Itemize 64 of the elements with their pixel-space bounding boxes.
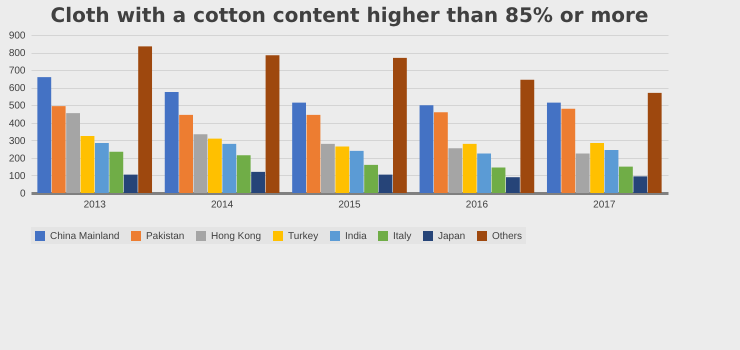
bar [434,112,448,193]
bar [236,155,251,193]
x-tick-label: 2013 [84,200,106,210]
legend-label: Italy [393,231,412,242]
bar [590,142,604,193]
bar [335,146,350,193]
bar [179,114,194,193]
y-tick-label: 700 [8,66,26,77]
bar [561,108,576,193]
legend-label: Pakistan [146,231,184,242]
legend-label: Hong Kong [211,231,262,242]
bar [109,152,124,193]
legend-label: Japan [438,231,466,242]
legend-label: Others [492,231,522,242]
y-tick-label: 400 [8,118,26,130]
bar [66,113,80,193]
y-tick-label: 600 [8,83,26,94]
bar [251,172,266,193]
bar [393,58,407,193]
bar [350,150,364,193]
bar [492,168,506,193]
bar [618,166,633,193]
y-tick-label: 500 [8,100,26,112]
y-tick-label: 0 [20,188,26,200]
bar [138,46,152,193]
bar [462,144,477,193]
bar [222,144,236,193]
bar [546,102,561,193]
x-tick-label: 2016 [466,200,488,210]
bar [164,92,179,193]
x-tick-label: 2014 [210,200,234,210]
bar [576,154,590,193]
bar [633,176,648,193]
y-tick-label: 100 [8,170,26,182]
bar [378,174,392,193]
bar [306,114,320,193]
y-tick-label: 800 [8,48,26,60]
bar [477,154,492,193]
bar [124,174,138,193]
legend-label: China Mainland [50,231,120,242]
x-tick-label: 2017 [593,200,616,210]
bar [420,105,434,193]
y-tick-label: 200 [8,153,26,164]
bar [364,164,378,193]
bar [506,177,520,193]
y-tick-label: 900 [8,30,26,42]
x-tick-label: 2015 [338,200,362,210]
bar [520,80,534,193]
bar [320,144,335,193]
chart-title: Cloth with a cotton content higher than 85% or more [50,3,648,27]
bar [194,134,208,193]
bar [80,136,94,193]
bar [37,77,52,193]
legend-label: Turkey [288,231,318,242]
bar [52,106,66,193]
bar [266,55,280,193]
bar [292,102,306,193]
legend-label: India [345,231,368,242]
bar [604,150,618,193]
bar [94,142,109,193]
bar [208,138,222,193]
bar [648,92,662,193]
y-tick-label: 300 [8,136,26,147]
bar [448,148,462,193]
